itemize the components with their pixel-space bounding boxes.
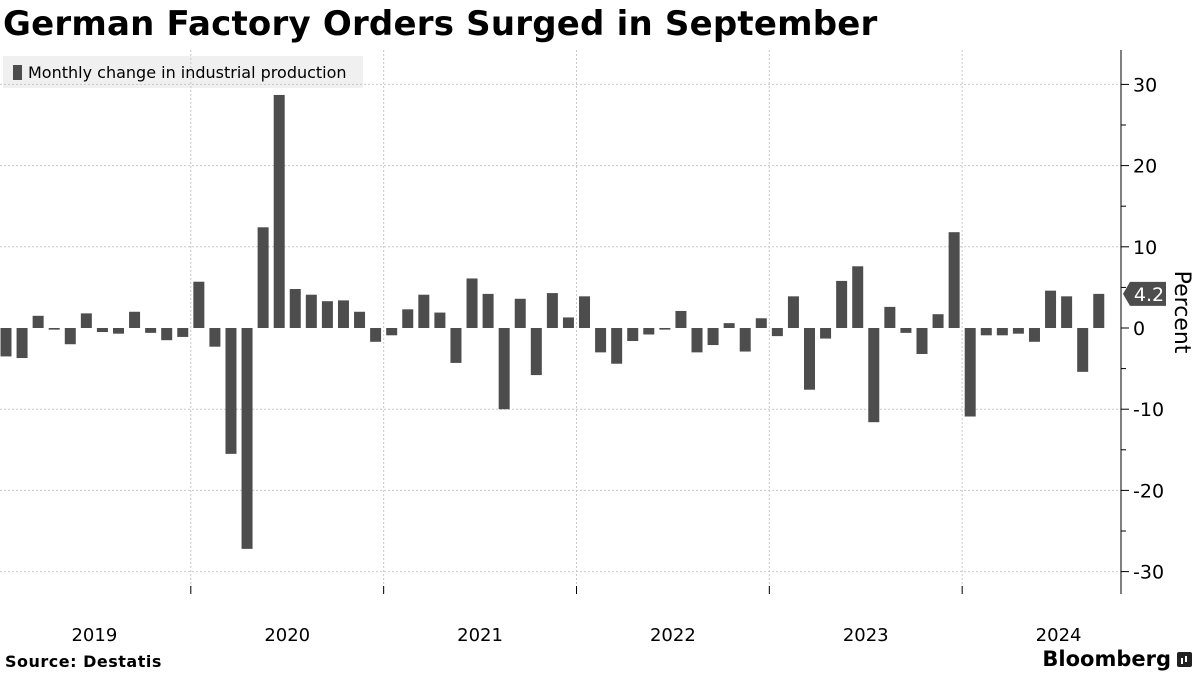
bar [579, 296, 591, 328]
bar [129, 311, 141, 328]
y-tick-label: 20 [1133, 156, 1157, 178]
bar [948, 232, 960, 328]
bar [16, 328, 28, 359]
bar [980, 328, 992, 336]
bar [257, 227, 269, 328]
bar [386, 328, 398, 336]
bar [546, 293, 558, 328]
x-tick-label: 2021 [457, 625, 503, 646]
bar [305, 294, 317, 328]
bar [498, 328, 510, 410]
bar [289, 289, 301, 328]
bar [820, 328, 832, 339]
bar [739, 328, 751, 352]
x-tick-label: 2020 [264, 625, 310, 646]
y-tick-label: -30 [1133, 562, 1164, 584]
bar [241, 328, 253, 549]
bar [643, 328, 655, 335]
bar [836, 280, 848, 328]
bar [209, 328, 221, 347]
brand-logo: Bloomberg [1042, 647, 1192, 671]
bar [112, 328, 124, 334]
legend: Monthly change in industrial production [3, 56, 363, 88]
x-tick-label: 2019 [71, 625, 117, 646]
bar [787, 296, 799, 328]
bar [466, 278, 478, 328]
bar [884, 306, 896, 328]
bar [964, 328, 976, 417]
bar [161, 328, 173, 341]
bar [145, 328, 157, 333]
bar [611, 328, 623, 364]
y-tick-label: -20 [1133, 480, 1164, 502]
y-tick-label: -10 [1133, 399, 1164, 421]
bar [177, 328, 189, 337]
bar [771, 328, 783, 337]
bar [193, 281, 205, 328]
bar [48, 328, 60, 330]
bar [562, 317, 574, 328]
bar [273, 94, 285, 329]
terminal-icon [1177, 651, 1192, 667]
bar [1077, 328, 1089, 372]
bar [723, 323, 735, 328]
y-tick-label: 0 [1133, 318, 1145, 340]
bar [96, 328, 108, 333]
bar [418, 294, 430, 328]
bar [707, 328, 719, 346]
bar [337, 300, 349, 328]
source-note: Source: Destatis [5, 652, 162, 671]
x-tick-label: 2023 [843, 625, 889, 646]
bar [1028, 328, 1040, 342]
brand-name: Bloomberg [1042, 647, 1171, 671]
bar [530, 328, 542, 376]
bar [868, 328, 880, 423]
x-tick-label: 2024 [1036, 625, 1082, 646]
last-value-label: 4.2 [1134, 284, 1164, 306]
bar [321, 301, 333, 328]
bar [482, 293, 494, 328]
bar [402, 309, 414, 328]
bar [1045, 290, 1057, 328]
bar [32, 315, 44, 328]
bar [370, 328, 382, 342]
bar [691, 328, 703, 353]
bar [916, 328, 928, 354]
bar [996, 328, 1008, 336]
legend-swatch [13, 64, 22, 80]
bar [852, 266, 864, 328]
bar [900, 328, 912, 333]
bar [80, 313, 92, 328]
bar [1061, 296, 1073, 328]
bar [225, 328, 237, 454]
bar [595, 328, 607, 353]
x-tick-label: 2022 [650, 625, 696, 646]
last-value-callout [1123, 281, 1166, 306]
y-tick-label: 10 [1133, 237, 1157, 259]
bar [755, 318, 767, 328]
y-axis-title: Percent [1169, 271, 1194, 354]
bar [450, 328, 462, 363]
bar [1012, 328, 1024, 334]
bar [675, 310, 687, 328]
bar [434, 312, 446, 328]
bar [659, 328, 671, 330]
bar [1093, 293, 1105, 328]
page-title: German Factory Orders Surged in Septembe… [3, 4, 878, 44]
y-tick-label: 30 [1133, 74, 1157, 96]
bar [64, 328, 76, 345]
bar [804, 328, 815, 390]
legend-label: Monthly change in industrial production [28, 62, 347, 82]
bar [627, 328, 639, 341]
bar [354, 311, 366, 328]
bar [514, 298, 526, 328]
bar [932, 314, 944, 328]
bar [0, 328, 12, 357]
